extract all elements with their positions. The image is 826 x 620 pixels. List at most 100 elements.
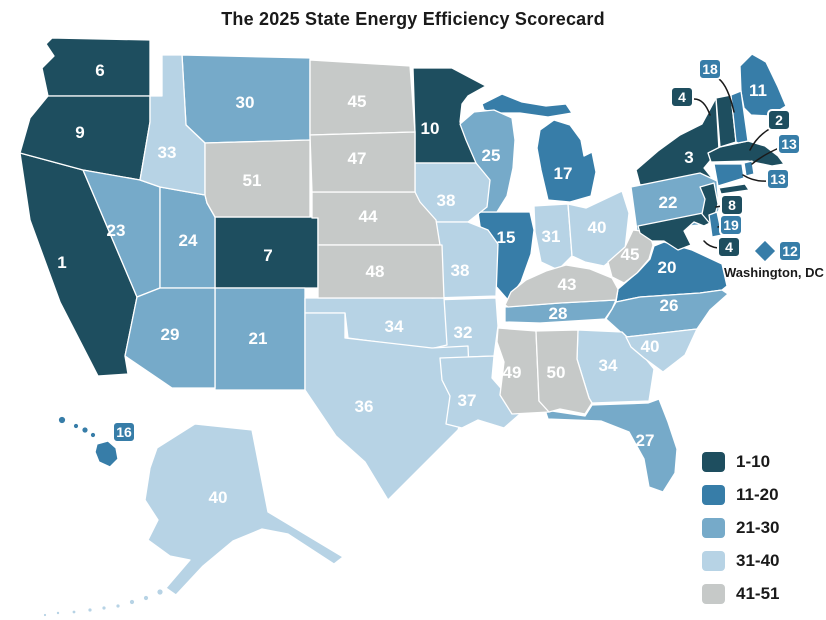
legend-item-1-10: 1-10 — [702, 452, 779, 472]
callout-DC-rank-label: 12 — [782, 243, 798, 259]
state-SC-rank-label: 40 — [641, 337, 660, 356]
state-AK-island — [156, 588, 164, 596]
state-NE-rank-label: 44 — [359, 207, 378, 226]
callout-CT-box — [766, 168, 790, 190]
state-FL-rank-label: 27 — [636, 431, 655, 450]
callout-MA-rank-label: 2 — [775, 112, 783, 128]
state-WA — [41, 37, 151, 97]
state-CO-rank-label: 7 — [263, 246, 272, 265]
callout-VT-leader-line — [692, 98, 711, 116]
legend-label-1-10: 1-10 — [736, 452, 771, 471]
state-DC — [753, 239, 777, 263]
state-AZ-rank-label: 29 — [161, 325, 180, 344]
state-OH-rank-label: 40 — [588, 218, 607, 237]
state-MI — [536, 119, 597, 203]
state-KY-rank-label: 43 — [558, 275, 577, 294]
callout-RI-rank-label: 13 — [781, 136, 797, 152]
state-AK-rank-label: 40 — [209, 488, 228, 507]
legend-swatch-11-20 — [702, 485, 725, 505]
map-legend: 1-10 11-20 21-30 31-40 41-51 — [702, 452, 779, 617]
state-AK-island — [129, 599, 135, 605]
state-SD-rank-label: 47 — [348, 149, 367, 168]
legend-label-41-51: 41-51 — [736, 584, 780, 603]
state-CA-rank-label: 1 — [57, 253, 66, 272]
state-MA — [707, 140, 785, 167]
callout-MD-leader-line — [703, 240, 719, 249]
state-FL — [544, 398, 678, 493]
state-AR-rank-label: 32 — [454, 323, 473, 342]
washington-dc-annotation: Washington, DC — [724, 265, 824, 280]
state-WI — [459, 109, 516, 213]
callout-DC-box — [778, 240, 802, 262]
state-GA-rank-label: 34 — [599, 356, 618, 375]
state-NH — [730, 90, 749, 144]
state-NY — [635, 97, 720, 186]
state-OK-rank-label: 34 — [385, 317, 404, 336]
state-WA-rank-label: 6 — [95, 61, 104, 80]
state-SC — [625, 328, 698, 373]
state-PA-rank-label: 22 — [659, 193, 678, 212]
state-IA-rank-label: 38 — [437, 191, 456, 210]
state-LA — [439, 355, 521, 429]
state-WY — [204, 139, 311, 218]
state-ND-rank-label: 45 — [348, 92, 367, 111]
state-TX-rank-label: 36 — [355, 397, 374, 416]
callout-CT-leader-line — [742, 174, 769, 182]
state-AK-island — [71, 609, 77, 615]
state-ID — [139, 54, 206, 196]
callout-HI-rank-label: 16 — [116, 424, 132, 440]
callout-NH-leader-line — [718, 78, 735, 113]
callout-RI-box — [777, 133, 801, 155]
state-HI-island — [81, 426, 89, 434]
callout-NH-rank-label: 18 — [702, 61, 718, 77]
state-IN-rank-label: 31 — [542, 227, 561, 246]
legend-label-21-30: 21-30 — [736, 518, 780, 537]
legend-item-41-51: 41-51 — [702, 584, 779, 604]
state-IL-rank-label: 15 — [497, 228, 516, 247]
page-title: The 2025 State Energy Efficiency Scoreca… — [221, 9, 605, 29]
state-LA-rank-label: 37 — [458, 391, 477, 410]
legend-swatch-1-10 — [702, 452, 725, 472]
callout-DE-rank-label: 19 — [723, 217, 739, 233]
legend-item-11-20: 11-20 — [702, 485, 779, 505]
callout-MD-box — [717, 236, 741, 258]
callout-RI-leader-line — [751, 147, 780, 165]
state-MT-rank-label: 30 — [236, 93, 255, 112]
state-MO-rank-label: 38 — [451, 261, 470, 280]
state-HI-island — [73, 423, 79, 429]
state-AZ — [124, 287, 216, 389]
state-SD — [309, 131, 416, 193]
state-WV — [607, 229, 654, 284]
callout-HI-box — [112, 421, 136, 443]
state-WI-rank-label: 25 — [482, 146, 501, 165]
legend-item-31-40: 31-40 — [702, 551, 779, 571]
legend-label-31-40: 31-40 — [736, 551, 780, 570]
callout-NH-box — [698, 58, 722, 80]
state-HI-island — [90, 432, 96, 438]
state-MI-rank-label: 17 — [554, 164, 573, 183]
state-RI — [743, 160, 755, 177]
state-NC-rank-label: 26 — [660, 296, 679, 315]
state-MS-rank-label: 49 — [503, 363, 522, 382]
state-ID-rank-label: 33 — [158, 143, 177, 162]
state-NY — [718, 183, 750, 195]
state-AK-island — [87, 607, 93, 613]
state-MN-rank-label: 10 — [421, 119, 440, 138]
state-CT — [713, 163, 745, 187]
state-OR-rank-label: 9 — [75, 123, 84, 142]
state-WY-rank-label: 51 — [243, 171, 262, 190]
state-AK-island — [56, 611, 61, 616]
state-AK-island — [115, 603, 121, 609]
state-KS — [317, 244, 445, 299]
state-NV-rank-label: 23 — [107, 221, 126, 240]
callout-VT-rank-label: 4 — [678, 89, 686, 105]
legend-swatch-21-30 — [702, 518, 725, 538]
state-AK-island — [101, 605, 107, 611]
state-AL — [535, 329, 593, 415]
legend-swatch-31-40 — [702, 551, 725, 571]
callout-NJ-rank-label: 8 — [728, 197, 736, 213]
state-KS-rank-label: 48 — [366, 262, 385, 281]
state-TN-rank-label: 28 — [549, 304, 568, 323]
state-NY-rank-label: 3 — [684, 148, 693, 167]
